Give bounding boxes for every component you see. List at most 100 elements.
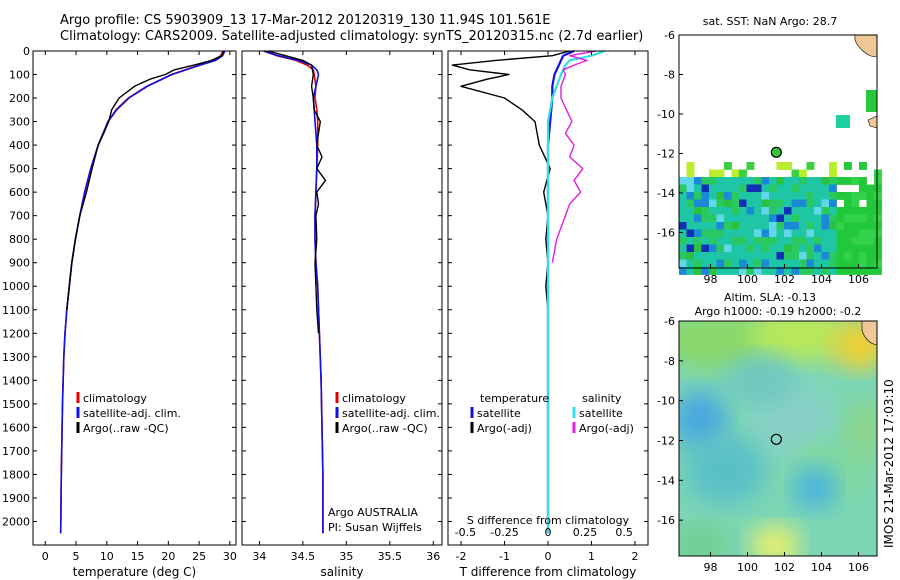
temp-ytick-label: 2000	[2, 515, 30, 528]
sla-map-xtick-label: 100	[737, 561, 758, 574]
sla-anomaly	[725, 355, 795, 405]
diff-xtick-label: 1	[588, 550, 595, 563]
sla-map-xtick-label: 102	[774, 561, 795, 574]
sst-map-ytick-label: -6	[664, 29, 675, 42]
sst-map-ytick-label: -10	[657, 108, 675, 121]
temperature-plot-frame	[32, 50, 237, 546]
sla-map-frame	[678, 320, 878, 557]
sla-map-ytick-label: -8	[664, 355, 675, 368]
temp-ytick-label: 200	[9, 92, 30, 105]
sst-map-ytick-label: -12	[657, 147, 675, 160]
diff-legend-temperature-heading: temperature	[480, 392, 549, 405]
sst-land	[854, 34, 878, 57]
imos-timestamp: IMOS 21-Mar-2012 17:03:10	[882, 379, 896, 548]
sla-anomaly	[793, 466, 837, 510]
temp-ytick-label: 500	[9, 163, 30, 176]
diff-xtick-label: -1	[499, 550, 510, 563]
sst-patch	[866, 90, 877, 112]
temp-ytick-label: 1800	[2, 468, 30, 481]
sst-map-title: sat. SST: NaN Argo: 28.7	[703, 15, 837, 28]
temp-ytick-label: 1600	[2, 421, 30, 434]
temp-xtick-label: 5	[73, 550, 80, 563]
sst-field	[679, 34, 882, 275]
diff-xtick-label: -2	[456, 550, 467, 563]
diff-sal-legend-label: satellite	[579, 407, 623, 420]
sst-map-ytick-label: -8	[664, 68, 675, 81]
sal-series-climatology	[263, 50, 324, 534]
diff-sal-legend-label: Argo(-adj)	[579, 422, 634, 435]
sst-map-ytick-label: -14	[657, 187, 675, 200]
sla-anomaly	[832, 321, 877, 370]
float-pi-label: PI: Susan Wijffels	[328, 521, 422, 534]
sla-field	[679, 321, 877, 556]
temp-series-argo	[66, 50, 225, 310]
temp-legend-label: satellite-adj. clim.	[83, 407, 181, 420]
salinity-axis-label: salinity	[320, 565, 363, 579]
float-operator-label: Argo AUSTRALIA	[328, 506, 418, 519]
sla-map-subtitle: Argo h1000: -0.19 h2000: -0.2	[695, 305, 862, 318]
temp-ytick-label: 900	[9, 257, 30, 270]
sla-map-xtick-label: 104	[811, 561, 832, 574]
temp-ytick-label: 1700	[2, 445, 30, 458]
temp-ytick-label: 1300	[2, 351, 30, 364]
temp-ytick-label: 1100	[2, 304, 30, 317]
sla-map-ytick-label: -10	[657, 395, 675, 408]
diff-xtick-label: 0	[545, 550, 552, 563]
sal-series-satellite	[263, 50, 324, 534]
temp-ytick-label: 1500	[2, 398, 30, 411]
sst-land	[867, 115, 878, 129]
sst-map-xtick-label: 98	[703, 273, 717, 286]
diff-series-sal-satellite	[546, 49, 605, 534]
sal-legend-label: Argo(..raw -QC)	[342, 422, 428, 435]
temperature-axis-label: temperature (deg C)	[73, 565, 196, 579]
sla-anomaly	[750, 321, 850, 363]
sst-map-xtick-label: 104	[811, 273, 832, 286]
plot-title-line2: Climatology: CARS2009. Satellite-adjuste…	[60, 29, 644, 44]
sla-map-ytick-label: -6	[664, 315, 675, 328]
temp-ytick-label: 1400	[2, 374, 30, 387]
salinity-difference-axis-label: S difference from climatology	[467, 514, 630, 527]
temp-ytick-label: 1900	[2, 492, 30, 505]
sla-map-xtick-label: 98	[703, 561, 717, 574]
temp-ytick-label: 800	[9, 233, 30, 246]
sla-anomaly	[685, 435, 765, 505]
diff-s-tick-label: 0.5	[615, 526, 633, 539]
temp-ytick-label: 700	[9, 210, 30, 223]
sst-map-xtick-label: 106	[848, 273, 869, 286]
sla-anomaly	[845, 400, 877, 460]
temp-ytick-label: 0	[23, 45, 30, 58]
diff-xtick-label: 2	[631, 550, 638, 563]
sst-map-ytick-label: -16	[657, 226, 675, 239]
sla-float-marker	[770, 433, 782, 445]
temp-ytick-label: 100	[9, 69, 30, 82]
salinity-plot-frame	[241, 50, 443, 546]
plot-title-line1: Argo profile: CS 5903909_13 17-Mar-2012 …	[60, 13, 551, 28]
temperature-difference-axis-label: T difference from climatology	[459, 565, 637, 579]
temp-ytick-label: 300	[9, 116, 30, 129]
sal-xtick-label: 36	[426, 550, 440, 563]
sla-anomaly	[679, 390, 728, 450]
sla-map-title: Altim. SLA: -0.13	[724, 291, 816, 304]
sst-map-frame	[678, 34, 878, 269]
temp-xtick-label: 0	[42, 550, 49, 563]
sal-xtick-label: 34	[252, 550, 266, 563]
temp-legend-label: Argo(..raw -QC)	[83, 422, 169, 435]
temp-ytick-label: 600	[9, 186, 30, 199]
temp-series-climatology	[59, 50, 224, 534]
diff-series-temp-argo	[451, 50, 570, 310]
diff-legend-salinity-heading: salinity	[582, 392, 622, 405]
sal-xtick-label: 35.5	[378, 550, 403, 563]
temp-xtick-label: 20	[161, 550, 175, 563]
sal-xtick-label: 35	[339, 550, 353, 563]
sal-series-argo	[267, 50, 327, 334]
sla-map-ytick-label: -16	[657, 514, 675, 527]
sal-legend-label: satellite-adj. clim.	[342, 407, 440, 420]
temp-ytick-label: 1000	[2, 280, 30, 293]
temp-xtick-label: 15	[131, 550, 145, 563]
temp-ytick-label: 1200	[2, 327, 30, 340]
sal-legend-label: climatology	[342, 392, 406, 405]
temp-legend-label: climatology	[83, 392, 147, 405]
diff-temp-legend-label: satellite	[477, 407, 521, 420]
sla-map-ytick-label: -14	[657, 474, 675, 487]
